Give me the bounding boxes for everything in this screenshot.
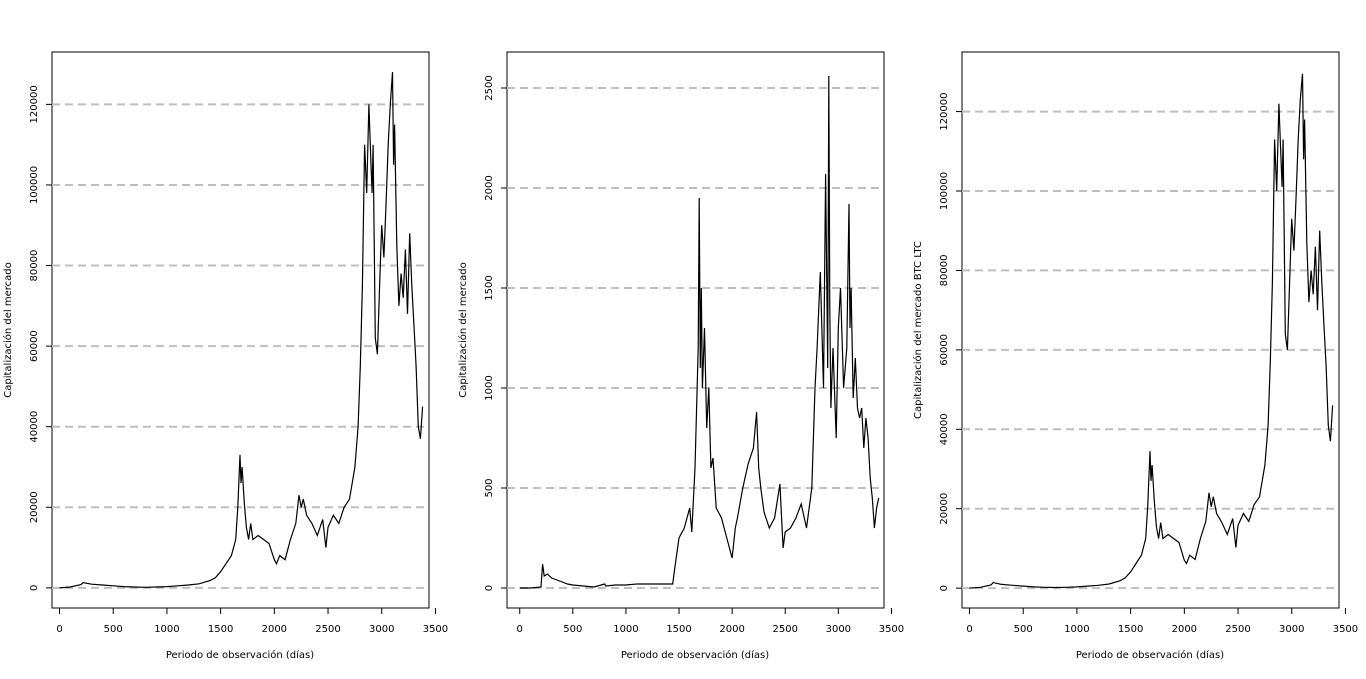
y-tick-label: 60000 bbox=[939, 334, 950, 366]
x-tick-label: 500 bbox=[1014, 624, 1033, 635]
x-tick-label: 1500 bbox=[208, 624, 233, 635]
y-axis-label: Capitalización del mercado BTC LTC bbox=[912, 241, 924, 419]
y-axis-label: Capitalización del mercado bbox=[457, 262, 469, 397]
y-tick-label: 20000 bbox=[939, 493, 950, 525]
chart-2: 0 500 1000 1500 2000 2500 0 500 1000 1500 2000 250… bbox=[457, 51, 904, 661]
series-line bbox=[519, 75, 880, 589]
y-tick-label: 80000 bbox=[939, 255, 950, 287]
y-tick-label: 40000 bbox=[29, 411, 40, 443]
x-tick-label: 0 bbox=[966, 624, 972, 635]
x-tick-label: 1000 bbox=[1064, 624, 1089, 635]
chart-panel-2: 0 500 1000 1500 2000 2500 0 500 1000 1500 2000 250… bbox=[455, 0, 910, 674]
x-tick-label: 2000 bbox=[1172, 624, 1197, 635]
x-axis-label: Periodo de observación (días) bbox=[166, 649, 314, 661]
y-tick-label: 1500 bbox=[484, 275, 495, 300]
x-tick-label: 3000 bbox=[369, 624, 394, 635]
chart-panel-3: 0 20000 40000 60000 80000 100000 120000 0 500 10… bbox=[910, 0, 1365, 674]
chart-1: 0 20000 40000 60000 80000 100000 120000 0 500 10… bbox=[2, 51, 448, 661]
y-tick-label: 60000 bbox=[29, 330, 40, 362]
x-tick-label: 2500 bbox=[773, 624, 798, 635]
chart-panel-1: 0 20000 40000 60000 80000 100000 120000 0 500 10… bbox=[0, 0, 455, 674]
chart-3: 0 20000 40000 60000 80000 100000 120000 0 500 10… bbox=[912, 51, 1358, 661]
x-tick-label: 3500 bbox=[879, 624, 904, 635]
x-tick-label: 0 bbox=[517, 624, 523, 635]
x-tick-label: 2500 bbox=[1225, 624, 1250, 635]
x-tick-label: 1500 bbox=[666, 624, 691, 635]
x-tick-label: 3500 bbox=[423, 624, 448, 635]
y-axis-label: Capitalización del mercado bbox=[2, 262, 14, 397]
x-tick-label: 3000 bbox=[1279, 624, 1304, 635]
x-axis-label: Periodo de observación (días) bbox=[621, 649, 769, 661]
y-tick-label: 100000 bbox=[939, 172, 950, 210]
series-line bbox=[969, 73, 1334, 589]
y-tick-label: 2500 bbox=[484, 75, 495, 100]
y-tick-label: 120000 bbox=[29, 85, 40, 123]
y-tick-label: 80000 bbox=[29, 250, 40, 282]
y-tick-label: 40000 bbox=[939, 413, 950, 445]
y-tick-label: 0 bbox=[484, 585, 495, 591]
x-tick-label: 1500 bbox=[1118, 624, 1143, 635]
x-tick-label: 0 bbox=[56, 624, 62, 635]
plot-frame bbox=[506, 51, 885, 609]
x-tick-label: 2000 bbox=[262, 624, 287, 635]
y-tick-label: 500 bbox=[484, 478, 495, 497]
x-tick-label: 2000 bbox=[719, 624, 744, 635]
y-tick-label: 0 bbox=[939, 585, 950, 591]
plot-frame bbox=[51, 51, 430, 609]
x-tick-label: 1000 bbox=[613, 624, 638, 635]
x-tick-label: 2500 bbox=[315, 624, 340, 635]
series-line bbox=[59, 72, 424, 589]
y-tick-label: 20000 bbox=[29, 491, 40, 523]
x-tick-label: 3500 bbox=[1333, 624, 1358, 635]
x-axis-label: Periodo de observación (días) bbox=[1076, 649, 1224, 661]
y-tick-label: 0 bbox=[29, 585, 40, 591]
plot-frame bbox=[961, 51, 1340, 609]
y-tick-label: 120000 bbox=[939, 92, 950, 130]
y-tick-label: 1000 bbox=[484, 375, 495, 400]
y-tick-label: 2000 bbox=[484, 175, 495, 200]
y-tick-label: 100000 bbox=[29, 166, 40, 204]
x-tick-label: 500 bbox=[563, 624, 582, 635]
x-tick-label: 500 bbox=[104, 624, 123, 635]
x-tick-label: 1000 bbox=[154, 624, 179, 635]
x-tick-label: 3000 bbox=[826, 624, 851, 635]
